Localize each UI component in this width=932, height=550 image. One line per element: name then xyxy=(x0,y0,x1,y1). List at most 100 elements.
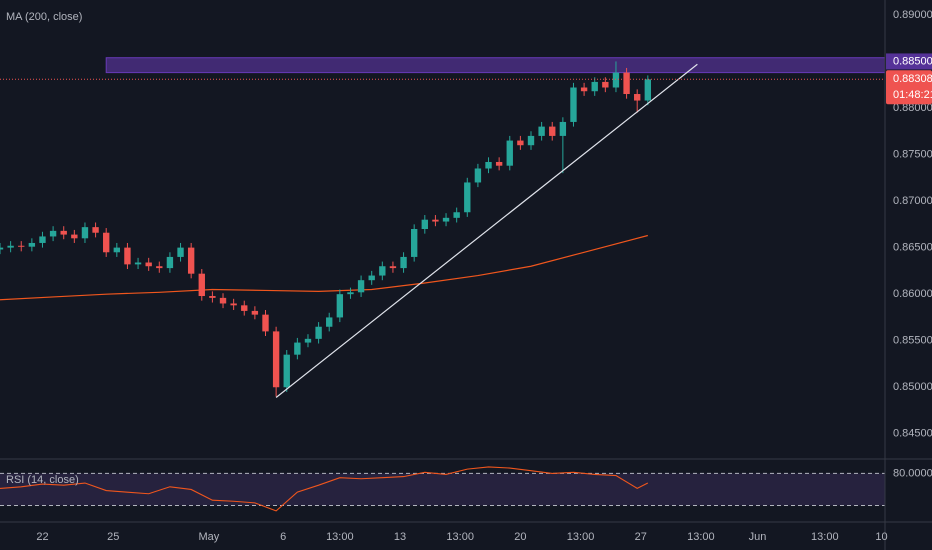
candle-body xyxy=(634,94,641,101)
candle-body xyxy=(283,354,290,388)
candle-body xyxy=(326,317,333,327)
candle-body xyxy=(60,230,67,235)
candle-body xyxy=(241,305,248,311)
candle-body xyxy=(379,266,386,276)
candle-body xyxy=(113,247,121,253)
candle-body xyxy=(453,212,460,218)
x-tick-label: 13:00 xyxy=(446,531,474,543)
candle-body xyxy=(347,292,354,295)
candle-body xyxy=(559,121,567,136)
candle-body xyxy=(612,72,620,88)
candle-body xyxy=(432,219,439,222)
candle-body xyxy=(156,266,163,269)
grid xyxy=(0,472,885,507)
rsi-legend: RSI (14, close) xyxy=(6,474,79,486)
candle-body xyxy=(262,314,269,332)
candle-body xyxy=(464,182,471,213)
candle-body xyxy=(134,262,142,265)
candle-body xyxy=(49,230,57,237)
rsi-line xyxy=(0,466,649,512)
y-tick-label: 80.0000 xyxy=(893,467,932,479)
candle-body xyxy=(198,273,205,297)
candle-body xyxy=(230,303,237,306)
candle-body xyxy=(315,326,322,339)
y-tick-label: 0.87500 xyxy=(893,148,932,160)
candle-body xyxy=(485,161,492,169)
labels: 22 25 May 6 13:00 13 13:00 20 13:00 27 13:00 Jun 13:… xyxy=(6,9,932,543)
x-tick-label: 20 xyxy=(514,531,526,543)
candle-body xyxy=(251,310,259,315)
candle-body xyxy=(357,280,365,293)
candle-body xyxy=(506,140,513,166)
legend-entry: MA (200, close) xyxy=(6,11,82,23)
x-tick-label: 13:00 xyxy=(811,531,839,543)
x-tick-label: 25 xyxy=(107,531,119,543)
candle-body xyxy=(389,266,397,269)
last-price-label: 0.88308 xyxy=(893,73,932,85)
candle-body xyxy=(549,126,556,136)
candle-body xyxy=(92,227,99,233)
candle-body xyxy=(294,342,301,355)
candle-body xyxy=(400,256,407,269)
y-tick-label: 0.84500 xyxy=(893,428,932,440)
candle-body xyxy=(580,87,588,92)
candle-body xyxy=(495,161,503,166)
candle-body xyxy=(272,331,280,388)
candle-body xyxy=(623,72,630,95)
x-tick-label: 27 xyxy=(635,531,647,543)
marks xyxy=(0,57,886,512)
candle-body xyxy=(209,296,216,298)
rsi-band xyxy=(0,473,885,506)
candle-body xyxy=(124,247,131,265)
candle-body xyxy=(527,135,535,146)
candle-body xyxy=(591,81,598,92)
candle-body xyxy=(166,256,174,269)
x-tick-label: 6 xyxy=(280,531,286,543)
x-tick-label: 13 xyxy=(394,531,406,543)
candle-body xyxy=(145,262,152,267)
zone-axis-label: 0.88500 xyxy=(893,55,932,67)
x-tick-label: May xyxy=(198,531,219,543)
x-tick-label: 13:00 xyxy=(567,531,595,543)
y-tick-label: 0.88000 xyxy=(893,102,932,114)
x-tick-label: 22 xyxy=(36,531,48,543)
candle-body xyxy=(81,227,89,239)
y-tick-label: 0.85500 xyxy=(893,335,932,347)
x-tick-label: 10 xyxy=(875,531,887,543)
candle-body xyxy=(442,217,450,222)
candle-body xyxy=(304,338,312,343)
candle-body xyxy=(18,245,25,247)
candle-body xyxy=(421,219,428,229)
y-tick-label: 0.89000 xyxy=(893,9,932,21)
y-tick-label: 0.86500 xyxy=(893,242,932,254)
candle-body xyxy=(219,297,227,304)
candle-body xyxy=(474,168,482,183)
candle-body xyxy=(39,236,46,243)
candle-body xyxy=(177,247,184,257)
candle-body xyxy=(368,275,375,281)
zone-axis-tag xyxy=(886,53,932,70)
y-tick-label: 0.87000 xyxy=(893,195,932,207)
candle-body xyxy=(644,79,652,101)
candle-body xyxy=(7,245,14,248)
candle-body xyxy=(538,126,545,136)
candle-body xyxy=(336,294,344,318)
candle-body xyxy=(103,232,110,253)
candle-body xyxy=(71,234,78,239)
candle-body xyxy=(602,81,609,88)
last-price-tag xyxy=(886,70,932,105)
candle-body xyxy=(28,242,36,247)
countdown-label: 01:48:21 xyxy=(893,89,932,101)
candle-body xyxy=(570,87,577,122)
candle-body xyxy=(410,229,418,257)
x-tick-label: Jun xyxy=(749,531,767,543)
y-tick-label: 0.85000 xyxy=(893,381,932,393)
resistance-zone xyxy=(105,57,886,74)
y-tick-label: 0.86000 xyxy=(893,288,932,300)
x-tick-label: 13:00 xyxy=(326,531,354,543)
x-tick-label: 13:00 xyxy=(687,531,715,543)
trendline xyxy=(275,63,698,398)
candle-body xyxy=(187,247,195,274)
